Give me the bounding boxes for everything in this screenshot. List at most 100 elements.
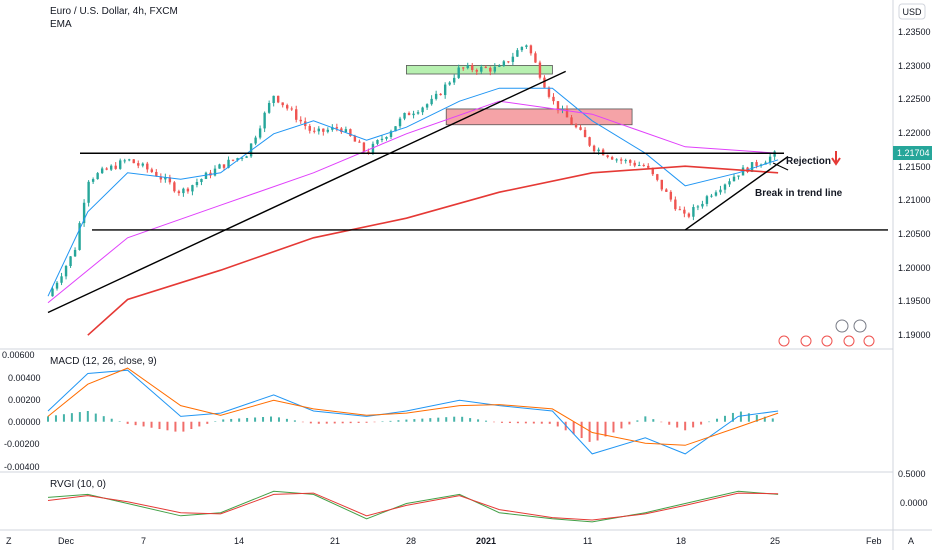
histogram-bar <box>54 415 57 422</box>
time-tick: 25 <box>770 536 780 546</box>
event-flag-icon[interactable] <box>778 335 790 347</box>
time-axis[interactable]: Dec 7 14 21 28 2021 11 18 25 Feb <box>58 536 882 546</box>
candle-body <box>186 188 190 192</box>
macd-tick: 0.00400 <box>8 373 41 383</box>
indicator-label: EMA <box>50 19 72 30</box>
candle-body <box>705 196 709 204</box>
candle-body <box>520 46 524 51</box>
candle-body <box>114 165 117 169</box>
price-tick: 1.20500 <box>898 229 931 239</box>
candle-body <box>119 160 122 169</box>
candle-body <box>484 66 487 68</box>
event-markers[interactable] <box>778 319 875 347</box>
candle-body <box>389 131 393 137</box>
candle-body <box>222 164 226 168</box>
ema-line <box>47 87 779 297</box>
rejection-annotation: Rejection <box>786 156 831 167</box>
candle-body <box>254 137 257 144</box>
candle-body <box>362 142 366 152</box>
histogram-bar <box>771 418 774 422</box>
macd-axis[interactable]: 0.00600 0.00400 0.00200 0.00000 -0.00200… <box>2 350 41 472</box>
histogram-bar <box>620 421 623 429</box>
histogram-bar <box>285 418 288 422</box>
histogram-bar <box>548 421 551 424</box>
histogram-bar <box>134 421 137 426</box>
histogram-bar <box>508 421 511 424</box>
histogram-bar <box>500 421 503 423</box>
candle-body <box>299 119 302 122</box>
candle-body <box>696 206 700 208</box>
histogram-bar <box>357 421 360 423</box>
candle-body <box>109 165 113 170</box>
candle-body <box>195 182 199 186</box>
candle-body <box>105 168 108 170</box>
histogram-bar <box>47 416 49 422</box>
histogram-bar <box>660 421 663 423</box>
macd-tick: -0.00400 <box>4 462 40 472</box>
candle-body <box>204 172 208 179</box>
candle-body <box>493 66 497 72</box>
candle-body <box>434 93 438 99</box>
candle-body <box>511 56 515 62</box>
rvgi-axis[interactable]: 0.5000 0.0000 <box>898 469 928 508</box>
event-flag-icon[interactable] <box>800 335 812 347</box>
histogram-bar <box>405 419 408 422</box>
candle-body <box>331 127 334 130</box>
candle-body <box>651 167 654 175</box>
candle-body <box>412 113 415 116</box>
candle-body <box>543 77 546 88</box>
time-tick: 21 <box>330 536 340 546</box>
candle-body <box>660 179 663 190</box>
candle-body <box>629 160 632 163</box>
candle-body <box>656 174 659 180</box>
candle-body <box>173 182 176 192</box>
event-flag-icon[interactable] <box>863 335 875 347</box>
macd-title: MACD (12, 26, close, 9) <box>50 356 157 367</box>
histogram-bar <box>86 411 89 422</box>
rvgi-signal-line <box>47 492 779 521</box>
histogram-bar <box>381 421 384 423</box>
histogram-bar <box>596 421 599 441</box>
earth-icon[interactable] <box>853 319 867 333</box>
candle-body <box>750 162 754 172</box>
candle-body <box>87 181 90 203</box>
candle-body <box>570 117 573 125</box>
currency-button[interactable] <box>898 3 926 20</box>
histogram-bar <box>262 417 265 422</box>
macd-layer <box>47 367 779 455</box>
histogram-bar <box>755 415 758 422</box>
candle-body <box>137 163 140 166</box>
candle-body <box>398 118 402 127</box>
candle-body <box>642 165 645 167</box>
macd-tick: -0.00200 <box>4 439 40 449</box>
candle-body <box>466 65 469 69</box>
histogram-bar <box>182 421 185 432</box>
histogram-bar <box>429 418 432 422</box>
histogram-bar <box>190 421 193 430</box>
auto-scale-icon[interactable]: A <box>908 536 914 546</box>
histogram-bar <box>612 421 615 433</box>
macd-line <box>47 369 779 455</box>
candle-body <box>633 162 636 166</box>
price-axis[interactable]: 1.23500 1.23000 1.22500 1.22000 1.21500 … <box>898 27 931 340</box>
candle-body <box>322 128 325 132</box>
time-tick: 14 <box>234 536 244 546</box>
event-flag-icon[interactable] <box>821 335 833 347</box>
candle-body <box>263 112 266 129</box>
candle-body <box>317 128 320 132</box>
candle-body <box>353 136 357 142</box>
candle-body <box>245 156 248 158</box>
histogram-bar <box>230 418 233 422</box>
current-price-badge <box>893 146 932 160</box>
histogram-bar <box>421 418 424 422</box>
candle-layer <box>51 44 776 297</box>
candle-body <box>665 189 668 192</box>
event-flag-icon[interactable] <box>843 335 855 347</box>
zoom-icon[interactable]: Z <box>6 536 12 546</box>
earth-icon[interactable] <box>835 319 849 333</box>
candle-body <box>335 127 339 129</box>
histogram-bar <box>588 421 591 442</box>
histogram-bar <box>214 421 217 422</box>
candle-body <box>430 98 433 105</box>
candle-body <box>340 128 343 133</box>
